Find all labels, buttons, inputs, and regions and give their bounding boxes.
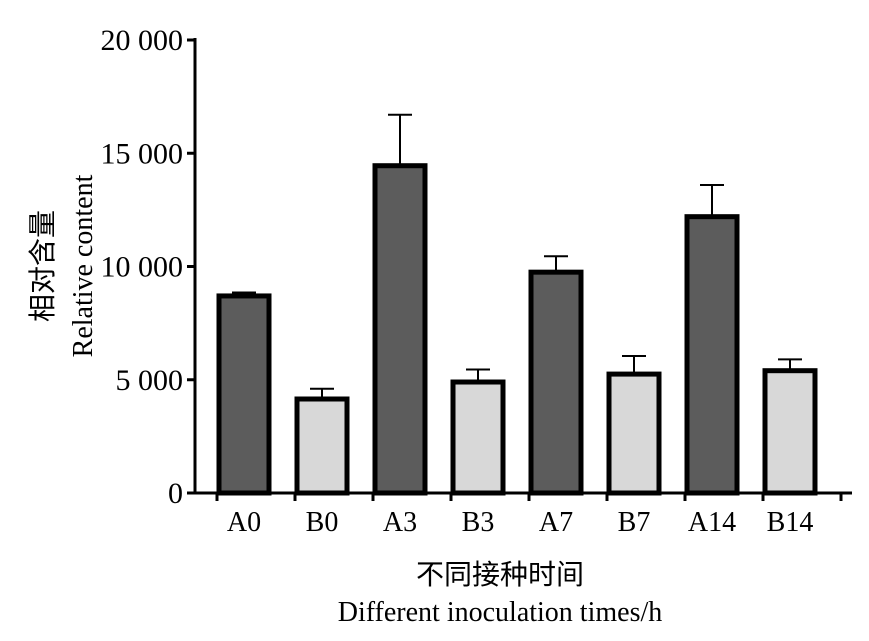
bar-A7 — [528, 269, 584, 496]
x-tick-label: B3 — [462, 507, 495, 538]
x-tick-label: B7 — [618, 507, 651, 538]
x-tick-label: A0 — [227, 507, 261, 538]
bar-B7 — [606, 371, 662, 496]
error-bars — [232, 113, 802, 400]
y-tick-label: 0 — [168, 477, 183, 510]
x-tick-label: B14 — [767, 507, 814, 538]
y-tick-label: 15 000 — [101, 137, 184, 170]
x-axis-label-en: Different inoculation times/h — [338, 597, 663, 628]
x-tick-label: A14 — [688, 507, 736, 538]
x-tick-label: B0 — [306, 507, 339, 538]
bar-A3 — [372, 163, 428, 496]
x-axis-label-cn: 不同接种时间 — [416, 559, 584, 591]
y-axis-label-cn: 相对含量 — [27, 210, 59, 322]
x-axis-ticks: A0 B0 A3 B3 A7 B7 A14 B14 — [215, 493, 843, 538]
y-axis-ticks: 0 5 000 10 000 15 000 20 000 — [101, 24, 195, 510]
bar-B0 — [294, 396, 350, 496]
bar-A14 — [684, 214, 740, 496]
x-tick-label: A7 — [539, 507, 573, 538]
y-tick-label: 20 000 — [101, 24, 184, 57]
bar-A0 — [216, 293, 272, 496]
bar-B3 — [450, 379, 506, 496]
bars — [216, 163, 818, 496]
y-tick-label: 10 000 — [101, 251, 184, 284]
y-tick-label: 5 000 — [116, 364, 184, 397]
y-axis-label-en: Relative content — [68, 174, 99, 357]
bar-B14 — [762, 368, 818, 496]
x-tick-label: A3 — [383, 507, 417, 538]
